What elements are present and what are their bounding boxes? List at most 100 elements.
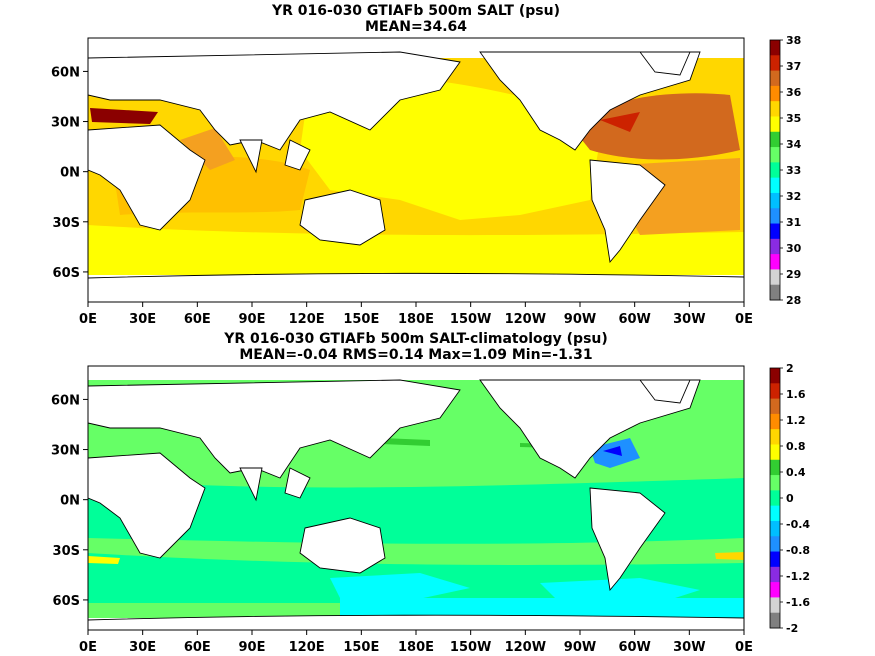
lat-tick-label: 30S: [53, 544, 80, 559]
colorbar-swatch: [770, 505, 780, 522]
colorbar-swatch: [770, 40, 780, 56]
colorbar-swatch: [770, 398, 780, 415]
colorbar-swatch: [770, 612, 780, 629]
colorbar-label: -2: [786, 622, 798, 635]
colorbar-swatch: [770, 597, 780, 614]
colorbar-swatch: [770, 131, 780, 148]
lon-tick-label: 0E: [79, 640, 97, 655]
colorbar-swatch: [770, 147, 780, 163]
colorbar-label: 32: [786, 190, 801, 203]
colorbar-swatch: [770, 177, 780, 194]
lon-tick-label: 150W: [450, 312, 491, 327]
colorbar-label: 33: [786, 164, 801, 177]
tropical-band: [88, 478, 744, 544]
colorbar-label: 29: [786, 268, 801, 281]
colorbar-label: 30: [786, 242, 802, 255]
colorbar-swatch: [770, 284, 780, 301]
colorbar-swatch: [770, 475, 780, 491]
colorbar-label: 34: [786, 138, 802, 151]
lon-tick-label: 180E: [398, 312, 434, 327]
lat-tick-label: 30N: [51, 444, 80, 459]
lon-tick-label: 180E: [398, 640, 434, 655]
map-axes: 60N 30N 0N 30S 60S 0E 30E 60E 90E 120E 150E 180E 150…: [51, 65, 753, 327]
colorbar-swatch: [770, 55, 780, 72]
colorbar-swatch: [770, 116, 780, 133]
colorbar-swatch: [770, 85, 780, 102]
colorbar-swatch: [770, 490, 780, 507]
colorbar-swatch: [770, 368, 780, 384]
lat-tick-label: 60S: [53, 594, 80, 609]
colorbar-swatch: [770, 536, 780, 553]
atlantic-high-salinity: [570, 93, 740, 160]
colorbar-label: -1.6: [786, 596, 810, 609]
colorbar-label: 2: [786, 362, 794, 375]
colorbar-swatch: [770, 582, 780, 598]
colorbar-label: 0.8: [786, 440, 806, 453]
colorbar-label: 38: [786, 34, 801, 47]
lon-tick-label: 30W: [673, 312, 705, 327]
map-plot-area: [88, 366, 744, 630]
lon-tick-label: 60E: [184, 312, 211, 327]
lon-tick-label: 0E: [735, 640, 753, 655]
lat-tick-label: 30S: [53, 216, 80, 231]
map-subtitle: MEAN=-0.04 RMS=0.14 Max=1.09 Min=-1.31: [239, 347, 593, 363]
colorbar-label: -0.8: [786, 544, 810, 557]
lon-tick-label: 90W: [564, 312, 596, 327]
colorbar-swatch: [770, 254, 780, 270]
lon-tick-label: 120E: [289, 312, 325, 327]
map-title: YR 016-030 GTIAFb 500m SALT-climatology …: [224, 331, 608, 347]
lon-tick-label: 60E: [184, 640, 211, 655]
colorbar-label: 37: [786, 60, 801, 73]
colorbar-swatch: [770, 459, 780, 476]
colorbar-swatch: [770, 101, 780, 117]
lon-tick-label: 30E: [129, 640, 156, 655]
colorbar-label: 35: [786, 112, 801, 125]
salinity-map-panel: YR 016-030 GTIAFb 500m SALT (psu) MEAN=3…: [51, 3, 802, 327]
southern-ocean-band: [88, 225, 744, 275]
colorbar-swatch: [770, 238, 780, 255]
lon-tick-label: 150W: [450, 640, 491, 655]
lon-tick-label: 120E: [289, 640, 325, 655]
colorbar: 2 1.6 1.2 0.8 0.4 0 -0.4 -0.8 -1.2 -1.6 -2: [769, 362, 810, 635]
lon-tick-label: 90W: [564, 640, 596, 655]
colorbar-label: -1.2: [786, 570, 810, 583]
lon-tick-label: 0E: [79, 312, 97, 327]
lon-tick-label: 120W: [505, 640, 546, 655]
mediterranean-high-salinity: [90, 108, 158, 124]
colorbar-swatch: [770, 413, 780, 430]
colorbar-label: 0: [786, 492, 794, 505]
map-plot-area: [88, 38, 744, 302]
colorbar-swatch: [770, 429, 780, 445]
colorbar-label: 1.6: [786, 388, 806, 401]
lat-tick-label: 0N: [60, 166, 80, 181]
lon-tick-label: 30W: [673, 640, 705, 655]
continents: [88, 366, 744, 630]
lon-tick-label: 0E: [735, 312, 753, 327]
colorbar-swatch: [770, 208, 780, 225]
colorbar-swatch: [770, 192, 780, 209]
lat-tick-label: 60N: [51, 393, 80, 408]
salinity-anomaly-map-panel: YR 016-030 GTIAFb 500m SALT-climatology …: [0, 328, 875, 656]
lon-tick-label: 60W: [618, 312, 650, 327]
continents: [88, 38, 744, 302]
colorbar: 38 37 36 35 34 33 32 31 30 29 28: [769, 34, 802, 307]
colorbar-swatch: [770, 223, 780, 240]
lon-tick-label: 150E: [343, 312, 379, 327]
colorbar-swatch: [770, 551, 780, 568]
colorbar-label: -0.4: [786, 518, 810, 531]
colorbar-swatch: [770, 520, 780, 537]
colorbar-swatch: [770, 162, 780, 179]
colorbar-label: 36: [786, 86, 802, 99]
map-subtitle: MEAN=34.64: [364, 19, 468, 35]
lon-tick-label: 60W: [618, 640, 650, 655]
lat-tick-label: 30N: [51, 116, 80, 131]
salinity-map: 60N 30N 0N 30S 60S 0E 30E 60E 90E 120E 150E 180E 150…: [51, 34, 802, 327]
lat-tick-label: 60S: [53, 266, 80, 281]
salinity-anomaly-map: 60N 30N 0N 30S 60S 0E 30E 60E 90E 120E 150E 180E 150…: [51, 362, 810, 655]
colorbar-label: 0.4: [786, 466, 806, 479]
lon-tick-label: 150E: [343, 640, 379, 655]
lon-tick-label: 90E: [239, 640, 266, 655]
map-axes: 60N 30N 0N 30S 60S 0E 30E 60E 90E 120E 150E 180E 150…: [51, 393, 753, 655]
lon-tick-label: 30E: [129, 312, 156, 327]
colorbar-label: 28: [786, 294, 801, 307]
